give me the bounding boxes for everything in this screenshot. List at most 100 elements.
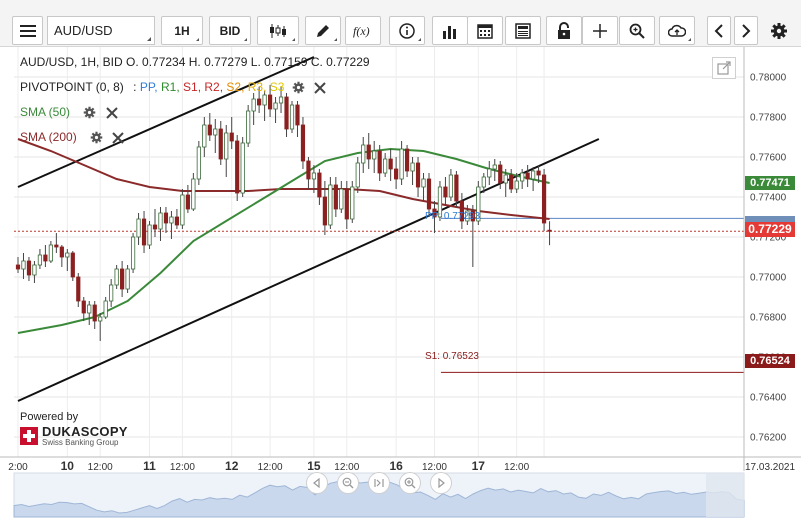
- price-tick-label: 0.78000: [750, 73, 787, 84]
- candle-up: [109, 284, 114, 302]
- fit-icon: [374, 479, 384, 487]
- time-tick-label: 12:00: [334, 462, 359, 473]
- crosshair-button[interactable]: [582, 16, 618, 45]
- function-icon: f(x): [353, 24, 370, 38]
- candle-up: [328, 184, 333, 226]
- candle-up: [339, 188, 344, 210]
- close-icon[interactable]: [314, 82, 326, 94]
- pivot-sep: :: [133, 80, 137, 94]
- axes: 0.78000 0.77800 0.77600 0.77400 0.77200 0.770…: [0, 47, 801, 473]
- gear-icon[interactable]: [83, 106, 96, 119]
- expand-button[interactable]: [712, 57, 736, 79]
- candle-up: [114, 268, 119, 286]
- settings-button[interactable]: [765, 16, 793, 45]
- cloud-button[interactable]: [659, 16, 695, 45]
- candle-up: [37, 254, 43, 266]
- pp-line-label: PP: 0.77293: [425, 211, 481, 222]
- candle-up: [65, 252, 70, 258]
- branding: Powered by DUKASCOPY Swiss Banking Group: [20, 411, 128, 447]
- volume-button[interactable]: [432, 16, 468, 45]
- time-tick-label: 12:00: [88, 462, 113, 473]
- pivot-lines: [14, 217, 744, 373]
- candle-up: [213, 128, 218, 136]
- candle-down: [141, 218, 147, 246]
- zoom-in-button[interactable]: [399, 472, 421, 494]
- navigator[interactable]: [13, 472, 745, 518]
- candle-down: [15, 264, 21, 270]
- s1-price-tag: 0.76524: [745, 354, 795, 368]
- candle-up: [355, 162, 360, 188]
- candle-up: [492, 164, 497, 170]
- chart-area[interactable]: 0.78000 0.77800 0.77600 0.77400 0.77200 0.770…: [0, 47, 801, 522]
- time-day-label: 17: [472, 459, 486, 473]
- gear-icon[interactable]: [90, 131, 103, 144]
- sma200-legend: SMA (200): [20, 130, 125, 144]
- indicators-button[interactable]: f(x): [345, 16, 381, 45]
- candle-up: [251, 98, 256, 112]
- caret-icon: [418, 38, 421, 41]
- symbol-selector[interactable]: AUD/USD: [47, 16, 155, 45]
- close-icon[interactable]: [112, 132, 125, 144]
- nav-reset-button[interactable]: [368, 472, 390, 494]
- nav-prev-button[interactable]: [306, 472, 328, 494]
- candle-down: [120, 268, 125, 290]
- sma50-line: [17, 147, 550, 334]
- candle-up: [410, 162, 415, 172]
- menu-button[interactable]: [12, 16, 43, 45]
- gear-icon[interactable]: [292, 81, 305, 94]
- candle-down: [541, 174, 547, 224]
- candle-down: [235, 140, 240, 194]
- candle-up: [487, 168, 492, 178]
- zoom-in-icon: [404, 477, 416, 489]
- price-side-selector[interactable]: BID: [209, 16, 251, 45]
- candle-down: [547, 229, 552, 232]
- candle-down: [174, 216, 180, 226]
- zoom-button[interactable]: [619, 16, 655, 45]
- news-button[interactable]: [505, 16, 541, 45]
- grid: [14, 47, 744, 457]
- ohlc-legend: AUD/USD, 1H, BID O. 0.77234 H. 0.77279 L…: [20, 55, 370, 69]
- candle-down: [59, 246, 64, 258]
- time-tick-label: 12:00: [422, 462, 447, 473]
- price-tick-label: 0.76200: [750, 433, 787, 444]
- gear-icon: [771, 22, 787, 39]
- zoom-out-icon: [342, 477, 354, 489]
- price-tick-label: 0.76400: [750, 393, 787, 404]
- price-chart[interactable]: 0.78000 0.77800 0.77600 0.77400 0.77200 0.770…: [0, 47, 801, 522]
- candle-down: [333, 184, 338, 210]
- candle-up: [147, 224, 152, 246]
- nav-next-button[interactable]: [430, 472, 452, 494]
- draw-tool-button[interactable]: [305, 16, 341, 45]
- calendar-button[interactable]: [467, 16, 503, 45]
- info-icon: [399, 22, 415, 39]
- candle-down: [70, 252, 75, 278]
- candles: [15, 85, 552, 341]
- candle-down: [229, 132, 234, 142]
- candle-down: [377, 150, 382, 174]
- lock-button[interactable]: [546, 16, 582, 45]
- pivot-s1: S1,: [183, 80, 202, 94]
- time-tick-label: 12:00: [170, 462, 195, 473]
- candle-up: [262, 94, 267, 106]
- scroll-right-button[interactable]: [734, 16, 758, 45]
- info-button[interactable]: [389, 16, 425, 45]
- time-day-label: 15: [307, 459, 321, 473]
- price-side-label: BID: [219, 23, 241, 38]
- time-day-label: 10: [61, 459, 75, 473]
- candle-up: [503, 174, 508, 184]
- caret-icon: [292, 38, 295, 41]
- candle-up: [125, 268, 130, 290]
- scroll-left-button[interactable]: [707, 16, 731, 45]
- navigator-future-zone: [706, 473, 744, 517]
- zoom-out-button[interactable]: [337, 472, 359, 494]
- candle-down: [498, 164, 503, 184]
- candle-down: [404, 148, 410, 172]
- candle-up: [48, 244, 53, 262]
- price-tick-label: 0.76800: [750, 313, 787, 324]
- caret-icon: [196, 38, 199, 41]
- candle-up: [481, 176, 486, 188]
- timeframe-selector[interactable]: 1H: [161, 16, 203, 45]
- chart-type-button[interactable]: [257, 16, 299, 45]
- close-icon[interactable]: [105, 107, 118, 119]
- lock-icon: [558, 22, 570, 39]
